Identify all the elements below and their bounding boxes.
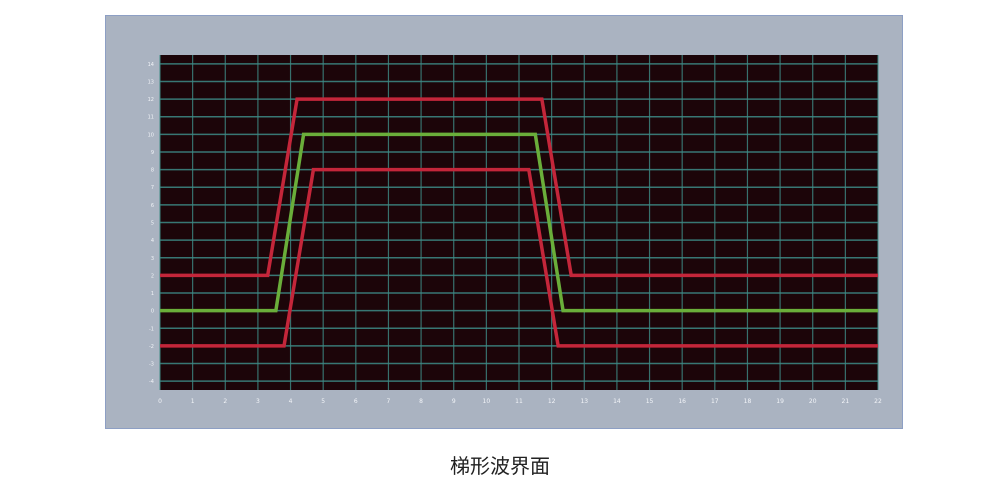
y-tick-label: -3 (149, 362, 154, 368)
trapezoid-wave-chart: 0 1 2 3 4 5 6 7 8 9 10 11 12 13 14 15 16 17 18 19 20 21 22-4-3… (148, 55, 882, 405)
y-tick-label: 11 (148, 115, 154, 121)
y-tick-label: -1 (149, 326, 154, 332)
x-tick-label: 22 (874, 398, 882, 405)
y-tick-label: 12 (148, 97, 154, 103)
y-tick-label: 6 (151, 203, 154, 209)
figure-caption: 梯形波界面 (450, 454, 550, 478)
y-tick-label: 0 (151, 309, 154, 315)
y-tick-label: -2 (149, 344, 154, 350)
y-tick-label: -4 (149, 379, 154, 385)
x-tick-label: 20 (809, 398, 817, 405)
x-tick-label: 1 (191, 398, 195, 405)
y-tick-label: 5 (151, 221, 154, 227)
series-line-2 (160, 132, 878, 313)
x-tick-label: 5 (321, 398, 325, 405)
x-tick-label: 12 (548, 398, 556, 405)
x-tick-label: 19 (776, 398, 784, 405)
x-tick-label: 9 (452, 398, 456, 405)
x-tick-label: 3 (256, 398, 260, 405)
x-tick-label: 13 (580, 398, 588, 405)
x-tick-label: 15 (646, 398, 654, 405)
x-tick-label: 18 (744, 398, 752, 405)
x-tick-label: 7 (387, 398, 391, 405)
y-tick-label: 8 (151, 168, 154, 174)
x-tick-label: 11 (515, 398, 523, 405)
y-tick-label: 4 (151, 238, 154, 244)
series-line-1 (160, 97, 878, 278)
y-tick-label: 3 (151, 256, 154, 262)
x-tick-label: 17 (711, 398, 719, 405)
series-line-3 (160, 167, 878, 348)
x-tick-label: 14 (613, 398, 621, 405)
x-tick-label: 0 (158, 398, 162, 405)
x-tick-label: 16 (678, 398, 686, 405)
x-tick-label: 6 (354, 398, 358, 405)
y-tick-label: 7 (151, 185, 154, 191)
x-tick-label: 21 (842, 398, 850, 405)
y-tick-label: 2 (151, 273, 154, 279)
x-tick-label: 2 (223, 398, 227, 405)
y-tick-label: 13 (148, 79, 154, 85)
y-tick-label: 10 (148, 132, 154, 138)
y-tick-label: 14 (148, 62, 154, 68)
x-tick-label: 4 (289, 398, 293, 405)
x-tick-label: 10 (483, 398, 491, 405)
x-tick-label: 8 (419, 398, 423, 405)
y-tick-label: 9 (151, 150, 154, 156)
y-tick-label: 1 (151, 291, 154, 297)
